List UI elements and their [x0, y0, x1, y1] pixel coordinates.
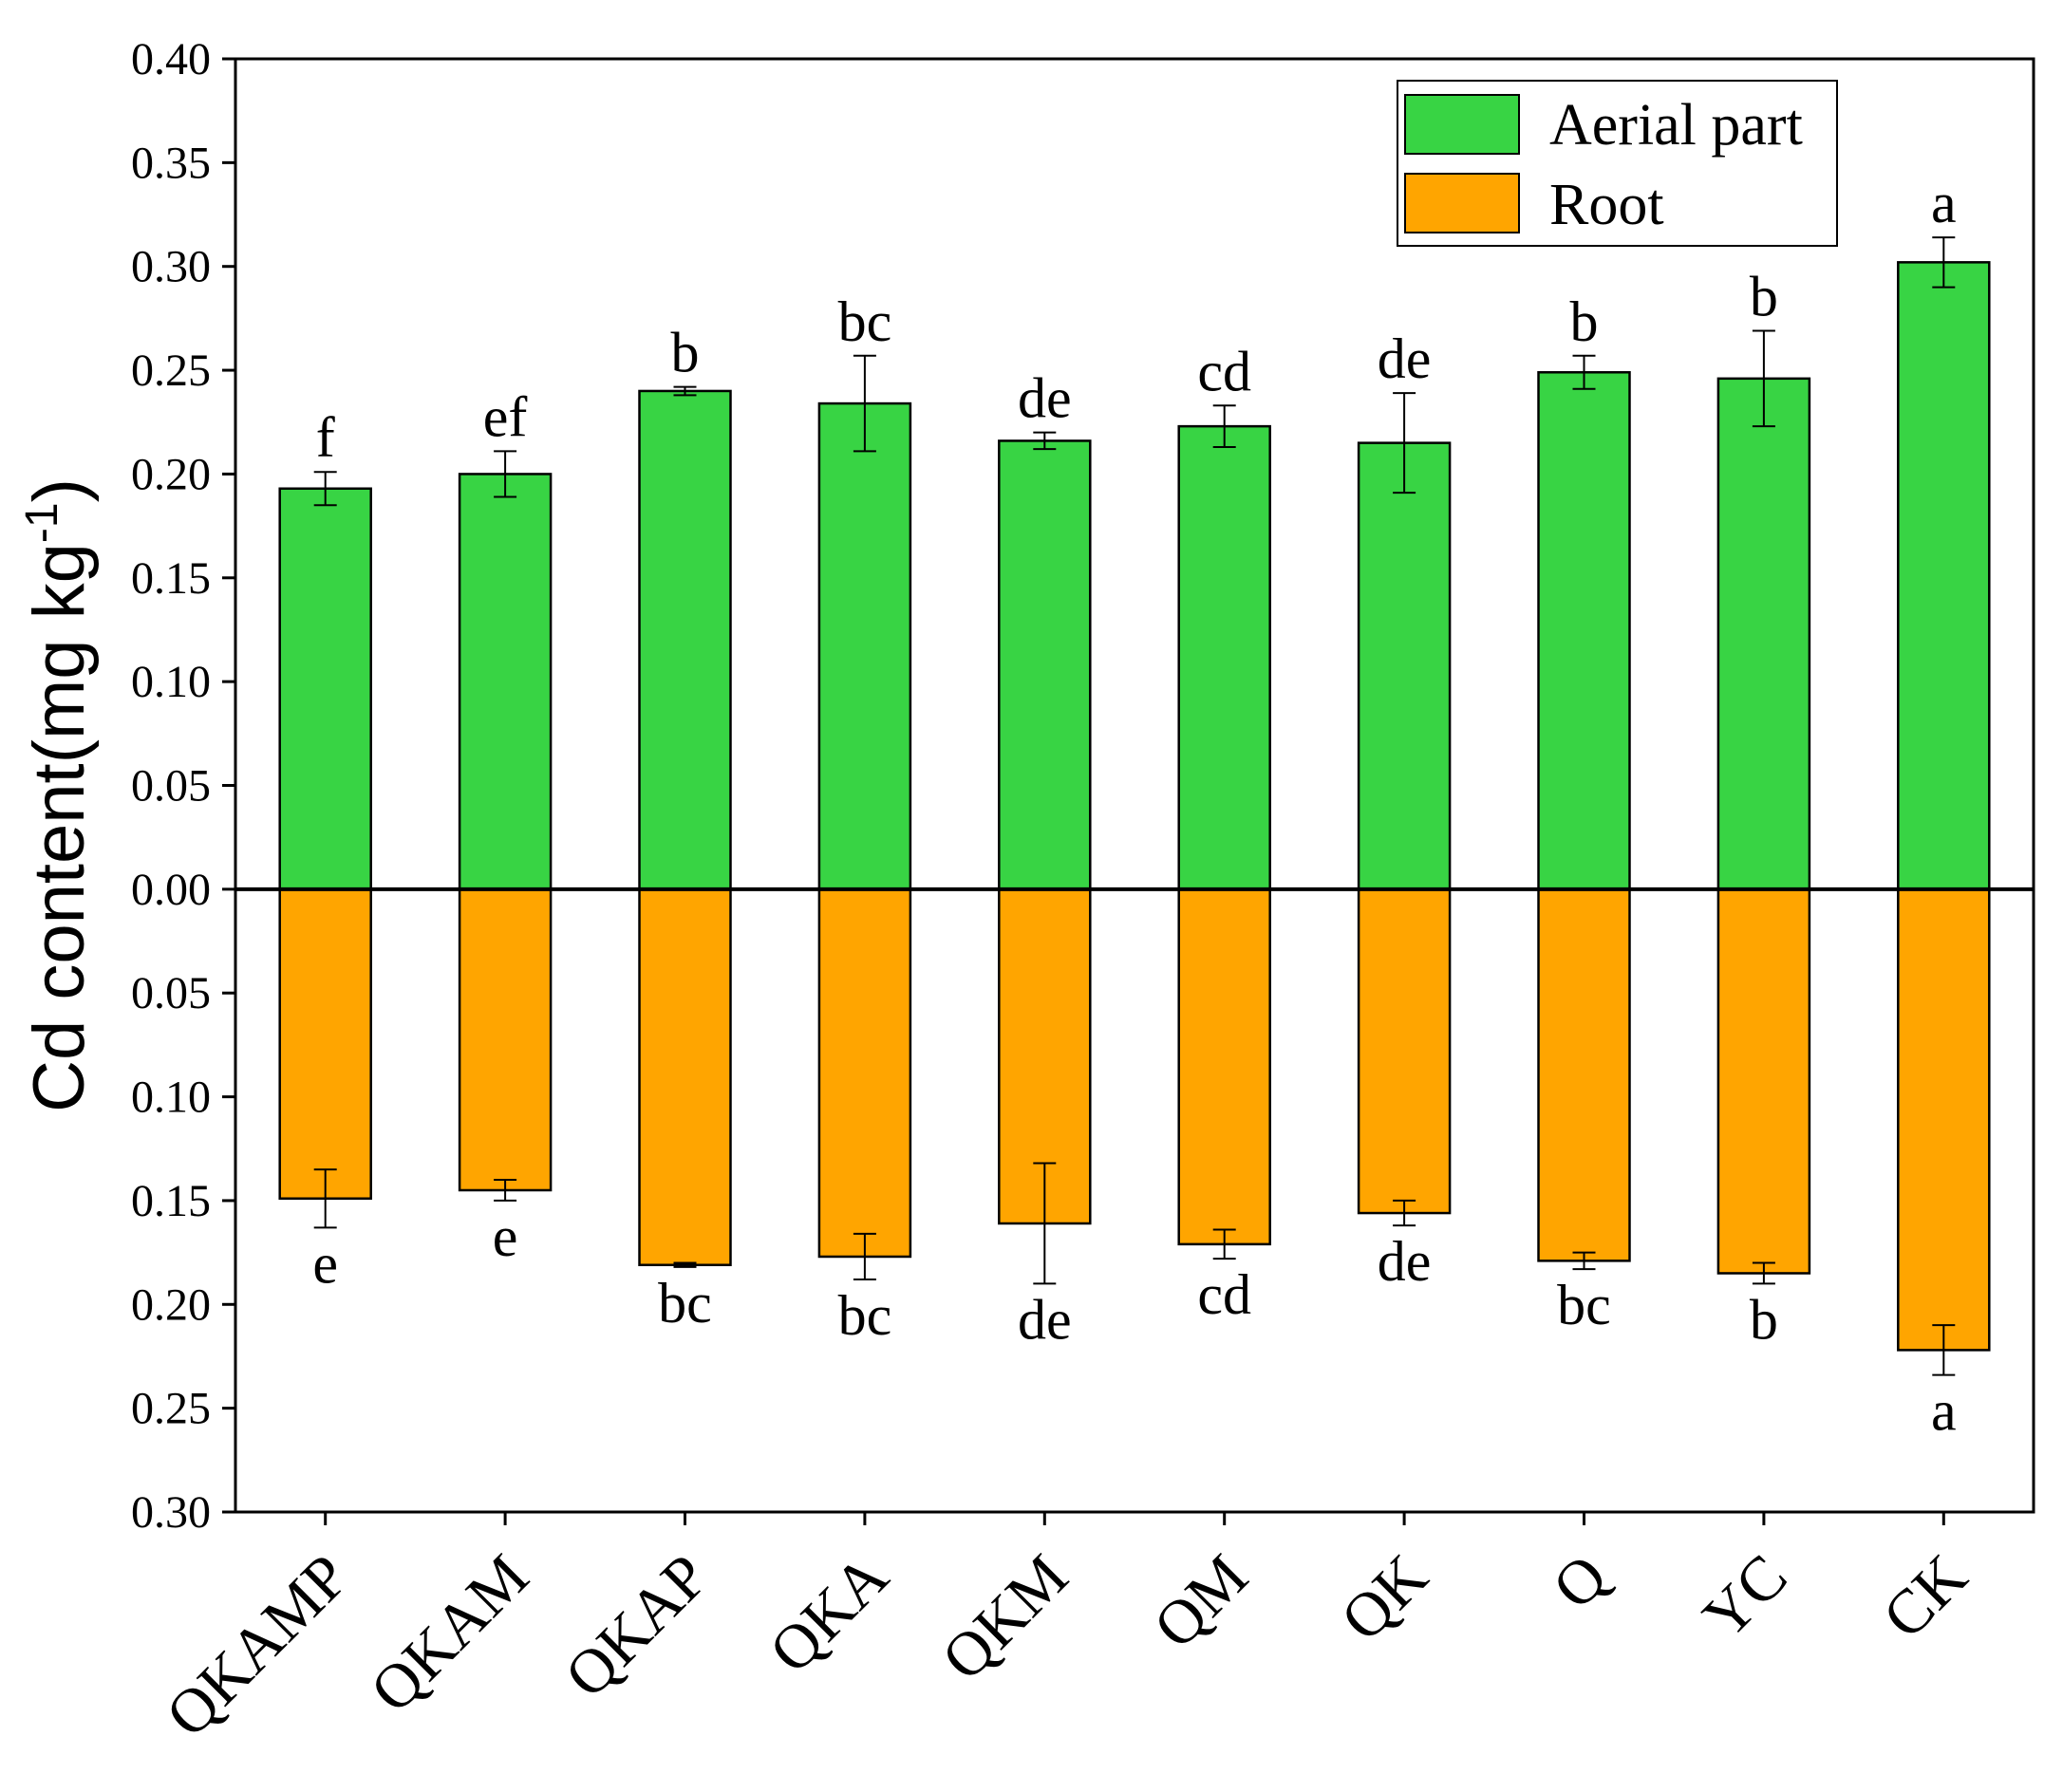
significance-letter-aerial: bc	[838, 290, 892, 353]
x-tick-label: YC	[1690, 1541, 1800, 1652]
y-tick-label: 0.35	[131, 138, 211, 188]
bars-layer	[278, 261, 1991, 1352]
bar-root	[1537, 887, 1631, 1262]
y-tick-label: 0.25	[131, 1384, 211, 1434]
y-tick-label: 0.40	[131, 34, 211, 84]
y-tick-label: 0.25	[131, 345, 211, 396]
legend-swatch-root	[1404, 173, 1520, 233]
bar-root	[817, 887, 912, 1259]
y-tick-label: 0.00	[131, 865, 211, 915]
x-tick-label: QKAM	[357, 1541, 541, 1726]
y-tick-label: 0.20	[131, 449, 211, 499]
significance-letter-root: e	[312, 1232, 338, 1295]
bar-aerial-part	[1537, 371, 1631, 891]
y-tick-label: 0.20	[131, 1279, 211, 1330]
y-tick-label: 0.30	[131, 242, 211, 292]
bar-root	[278, 887, 372, 1200]
significance-letter-root: b	[1750, 1288, 1778, 1351]
y-tick-label: 0.05	[131, 761, 211, 812]
x-tick-label: QK	[1328, 1541, 1441, 1654]
significance-letter-root: bc	[658, 1272, 712, 1335]
legend-label-root: Root	[1549, 173, 1664, 237]
error-bars-layer	[313, 236, 1956, 1376]
x-tick-label: QKAMP	[153, 1541, 362, 1750]
x-tick-label: QKA	[757, 1541, 902, 1687]
bar-root	[1716, 887, 1811, 1275]
y-axis: 0.40 0.35 0.30 0.25 0.20 0.15 0.10 0.05 0.00 0.05…	[131, 34, 235, 1538]
legend: Aerial part Root	[1397, 80, 1838, 247]
bar-aerial-part	[458, 473, 553, 891]
significance-letter-root: de	[1018, 1288, 1072, 1351]
bar-root	[458, 887, 553, 1192]
y-tick-label: 0.15	[131, 553, 211, 604]
bar-aerial-part	[1716, 377, 1811, 891]
significance-letter-root: e	[493, 1205, 518, 1268]
y-tick-label: 0.10	[131, 1073, 211, 1123]
bar-aerial-part	[1897, 261, 1991, 891]
significance-letter-root: a	[1931, 1380, 1957, 1443]
significance-letter-aerial: b	[1750, 266, 1778, 328]
significance-letter-aerial: b	[671, 322, 700, 384]
significance-letter-root: bc	[838, 1284, 892, 1347]
y-axis-label-suffix: )	[19, 478, 100, 502]
legend-swatch-aerial-part	[1404, 94, 1520, 155]
y-axis-label-superscript: -1	[17, 502, 67, 543]
bar-aerial-part	[1177, 424, 1271, 891]
bar-root	[1357, 887, 1452, 1215]
significance-letter-aerial: ef	[483, 385, 528, 448]
bar-aerial-part	[998, 439, 1092, 891]
significance-letter-aerial: a	[1931, 172, 1957, 234]
y-axis-label: Cd content(mg kg-1)	[17, 478, 100, 1112]
x-tick-label: QKAP	[552, 1541, 722, 1711]
legend-label-aerial-part: Aerial part	[1549, 93, 1803, 158]
bar-root	[638, 887, 732, 1266]
significance-letter-aerial: de	[1018, 367, 1072, 430]
y-tick-label: 0.30	[131, 1487, 211, 1538]
x-tick-label: QM	[1140, 1541, 1261, 1662]
x-tick-label: CK	[1869, 1541, 1979, 1652]
y-tick-label: 0.05	[131, 968, 211, 1018]
significance-letter-root: cd	[1197, 1263, 1251, 1326]
bar-root	[1177, 887, 1271, 1246]
x-tick-label: QKM	[928, 1541, 1081, 1694]
bar-aerial-part	[817, 401, 912, 891]
significance-letter-root: de	[1378, 1230, 1432, 1293]
x-tick-label: Q	[1540, 1541, 1621, 1622]
bar-aerial-part	[638, 389, 732, 891]
bar-aerial-part	[278, 487, 372, 891]
y-axis-label-main: Cd content(mg kg	[19, 543, 100, 1112]
significance-letter-root: bc	[1557, 1274, 1611, 1336]
significance-letter-aerial: cd	[1197, 340, 1251, 402]
significance-letter-aerial: b	[1570, 290, 1599, 353]
significance-letter-aerial: de	[1378, 327, 1432, 390]
significance-letter-aerial: f	[316, 406, 335, 469]
y-tick-label: 0.15	[131, 1176, 211, 1226]
bar-aerial-part	[1357, 441, 1452, 891]
bar-root	[1897, 887, 1991, 1352]
y-tick-label: 0.10	[131, 657, 211, 707]
significance-letters-layer: f ef b bc de cd de b b a e e bc bc de cd de bc b a	[312, 172, 1956, 1443]
